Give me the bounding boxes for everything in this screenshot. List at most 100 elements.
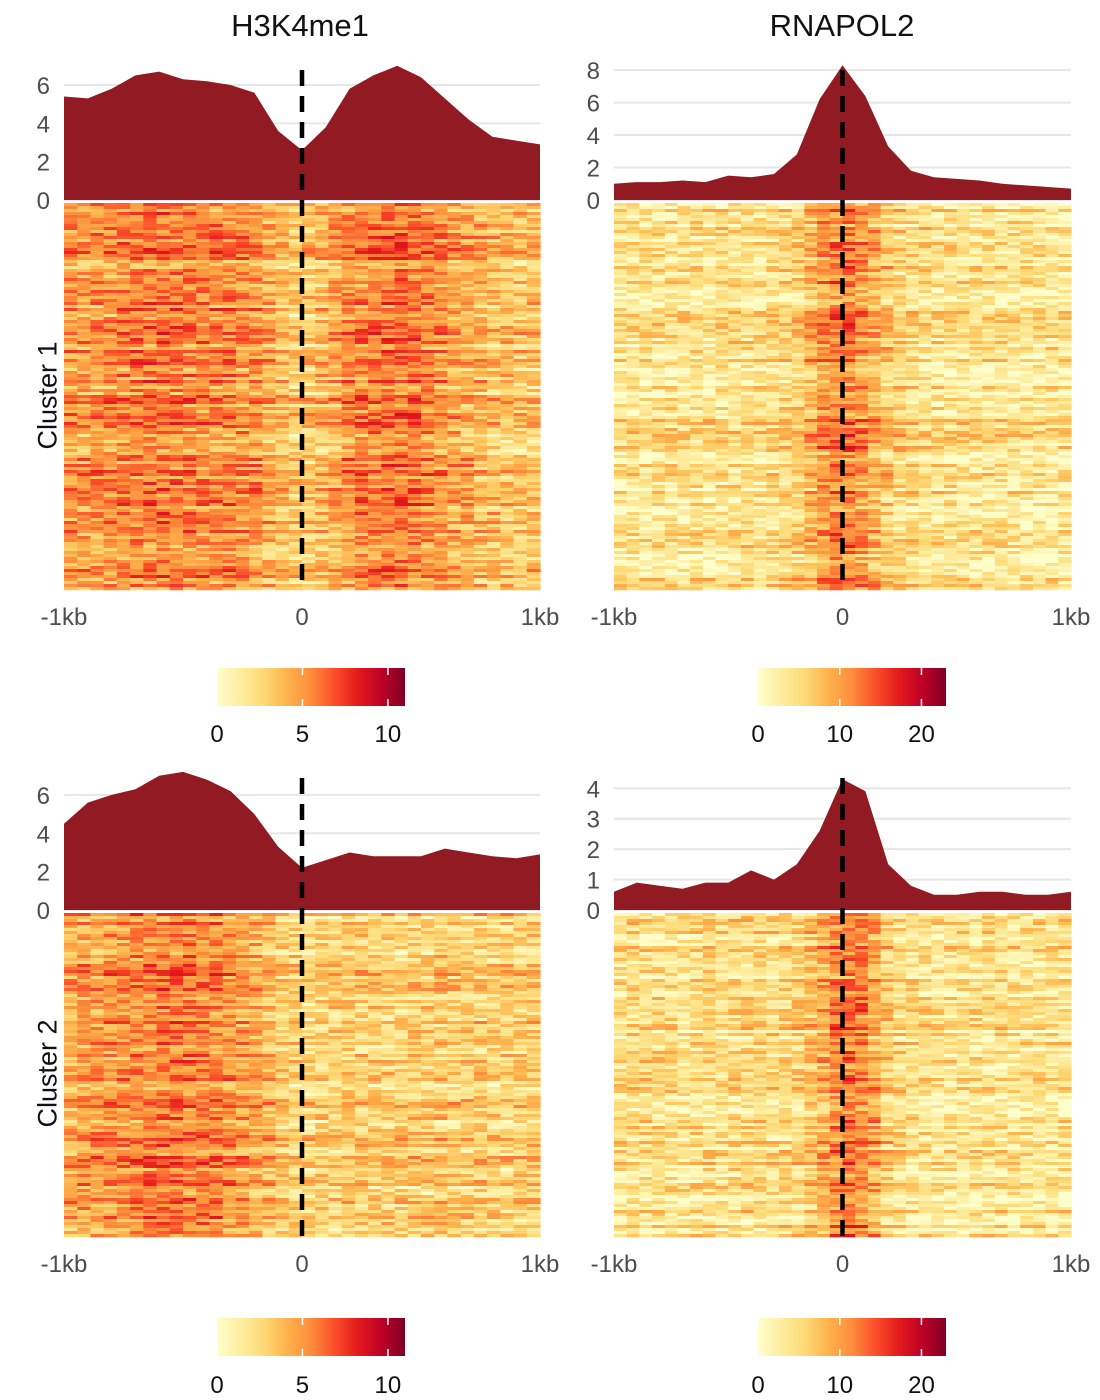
heatmap-cell (421, 380, 435, 384)
heatmap-cell (407, 305, 422, 309)
heatmap-cell (275, 368, 290, 372)
heatmap-cell (103, 284, 118, 288)
heatmap-cell (500, 281, 515, 285)
heatmap-cell (394, 329, 409, 333)
heatmap-cell (368, 224, 382, 228)
heatmap-cell (262, 287, 277, 291)
heatmap-cell (235, 224, 250, 228)
heatmap-cell (103, 263, 118, 267)
heatmap-cell (302, 308, 316, 312)
heatmap-cell (302, 284, 316, 288)
heatmap-cell (183, 314, 197, 318)
heatmap-cell (103, 311, 118, 315)
heatmap-cell (421, 215, 435, 219)
heatmap-cell (275, 236, 290, 240)
heatmap-cell (209, 281, 224, 285)
heatmap-cell (196, 281, 211, 285)
heatmap-cell (288, 254, 303, 258)
heatmap-cell (354, 374, 369, 378)
heatmap-cell (275, 266, 290, 270)
heatmap-cell (235, 239, 250, 243)
heatmap-cell (156, 275, 171, 279)
heatmap-cell (90, 305, 105, 309)
heatmap-cell (235, 254, 250, 258)
heatmap-cell (143, 386, 158, 390)
heatmap-cell (275, 260, 290, 264)
heatmap-cell (354, 350, 369, 354)
heatmap-cell (275, 254, 290, 258)
heatmap-cell (302, 257, 316, 261)
heatmap-cell (196, 365, 211, 369)
heatmap-cell (341, 395, 356, 399)
heatmap-cell (421, 233, 435, 237)
heatmap-cell (262, 299, 277, 303)
heatmap-cell (209, 353, 224, 357)
heatmap-cell (315, 224, 330, 228)
heatmap-cell (473, 203, 488, 207)
heatmap-cell (90, 386, 105, 390)
heatmap-cell (513, 341, 528, 345)
heatmap-cell (315, 308, 330, 312)
heatmap-cell (447, 290, 462, 294)
heatmap-cell (222, 248, 237, 252)
heatmap-cell (407, 392, 422, 396)
heatmap-cell (487, 383, 501, 387)
heatmap-cell (103, 353, 118, 357)
heatmap-cell (143, 266, 158, 270)
heatmap-cell (90, 239, 105, 243)
heatmap-cell (275, 314, 290, 318)
heatmap-cell (249, 335, 263, 339)
heatmap-cell (249, 242, 263, 246)
heatmap-cell (183, 206, 197, 210)
heatmap-cell (447, 302, 462, 306)
heatmap-cell (196, 284, 211, 288)
heatmap-cell (90, 221, 105, 225)
heatmap-cell (460, 383, 475, 387)
heatmap-cell (156, 398, 171, 402)
heatmap-cell (156, 317, 171, 321)
heatmap-cell (235, 245, 250, 249)
heatmap-cell (368, 245, 382, 249)
heatmap-cell (434, 344, 449, 348)
heatmap-cell (235, 212, 250, 216)
heatmap-cell (381, 212, 396, 216)
heatmap-cell (196, 275, 211, 279)
heatmap-cell (77, 260, 92, 264)
heatmap-cell (183, 254, 197, 258)
heatmap-cell (77, 359, 92, 363)
heatmap-cell (235, 296, 250, 300)
heatmap-cell (275, 251, 290, 255)
heatmap-cell (460, 227, 475, 231)
heatmap-cell (487, 371, 501, 375)
heatmap-cell (328, 275, 343, 279)
heatmap-cell (143, 290, 158, 294)
heatmap-cell (169, 314, 184, 318)
heatmap-cell (473, 290, 488, 294)
heatmap-cell (64, 275, 78, 279)
heatmap-cell (288, 233, 303, 237)
heatmap-cell (262, 245, 277, 249)
heatmap-cell (103, 326, 118, 330)
heatmap-cell (288, 266, 303, 270)
heatmap-cell (328, 317, 343, 321)
heatmap-cell (434, 305, 449, 309)
heatmap-cell (288, 383, 303, 387)
heatmap-cell (90, 314, 105, 318)
heatmap-cell (77, 263, 92, 267)
heatmap-cell (328, 272, 343, 276)
heatmap-cell (262, 296, 277, 300)
heatmap-cell (302, 326, 316, 330)
heatmap-cell (354, 371, 369, 375)
heatmap-cell (526, 257, 541, 261)
heatmap-cell (526, 371, 541, 375)
heatmap-cell (407, 230, 422, 234)
heatmap-cell (354, 380, 369, 384)
heatmap-cell (407, 290, 422, 294)
heatmap-cell (434, 380, 449, 384)
heatmap-cell (381, 320, 396, 324)
heatmap-cell (103, 290, 118, 294)
heatmap-cell (315, 383, 330, 387)
heatmap-cell (526, 332, 541, 336)
heatmap-cell (222, 314, 237, 318)
heatmap-cell (302, 233, 316, 237)
